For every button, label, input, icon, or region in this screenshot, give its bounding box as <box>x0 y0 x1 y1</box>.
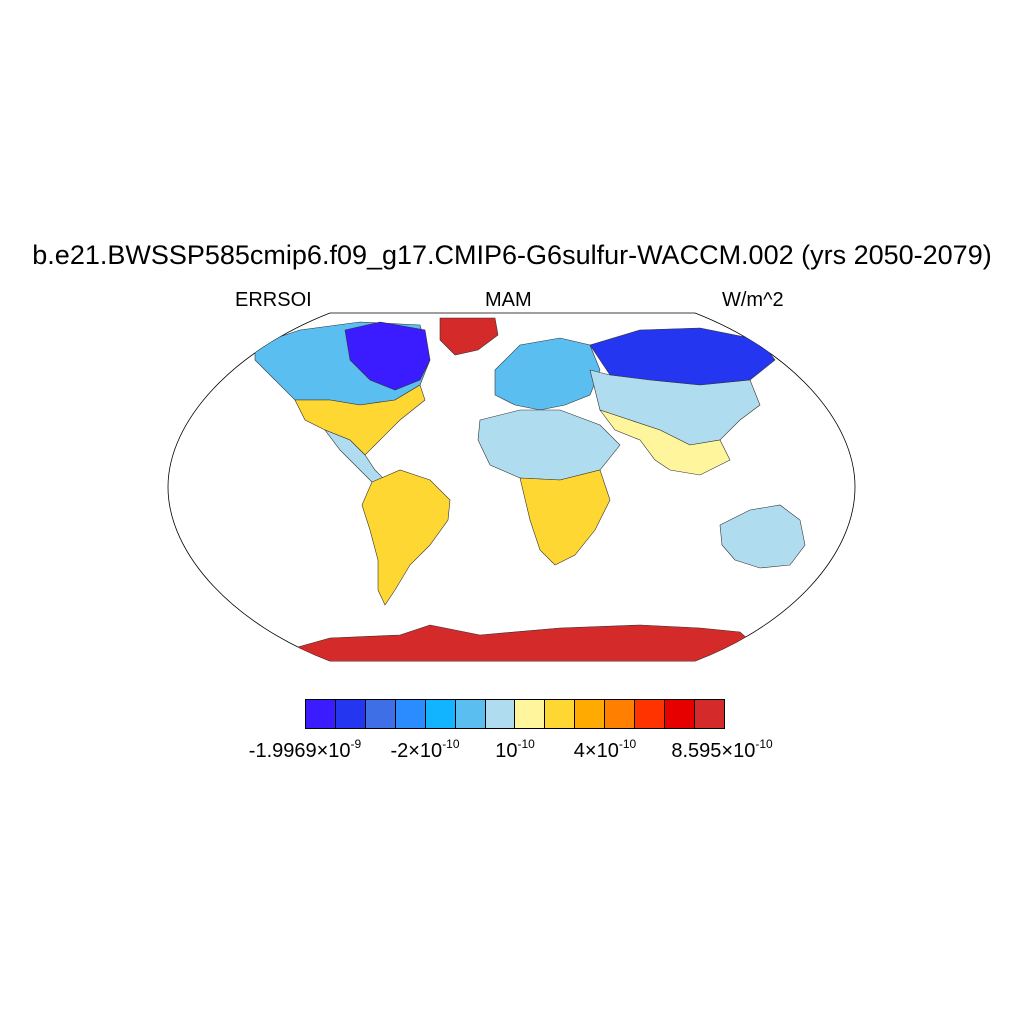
region-africa-south <box>519 469 611 566</box>
colorbar-box <box>694 700 724 728</box>
colorbar <box>305 699 725 729</box>
colorbar-label: -2×10-10 <box>390 737 460 762</box>
region-canada-arctic <box>344 321 431 391</box>
colorbar-box <box>545 700 576 728</box>
region-europe <box>494 337 601 411</box>
colorbar-box <box>335 700 366 728</box>
colorbar-box <box>605 700 636 728</box>
colorbar-box <box>395 700 426 728</box>
region-south-asia <box>599 409 731 476</box>
colorbar-label: 4×10-10 <box>573 737 637 762</box>
colorbar-box <box>515 700 546 728</box>
region-south-america <box>361 469 451 606</box>
colorbar-box <box>485 700 516 728</box>
plot-title: b.e21.BWSSP585cmip6.f09_g17.CMIP6-G6sulf… <box>32 240 992 270</box>
colorbar-label-min: -1.9969×10-9 <box>248 737 362 762</box>
colorbar-label: 10-10 <box>495 737 535 762</box>
region-greenland <box>439 317 499 356</box>
season-label: MAM <box>485 289 532 311</box>
colorbar-box <box>365 700 396 728</box>
colorbar-box <box>425 700 456 728</box>
colorbar-box <box>306 700 336 728</box>
colorbar-box <box>635 700 666 728</box>
variable-label: ERRSOI <box>235 289 312 311</box>
colorbar-label-max: 8.595×10-10 <box>671 737 773 762</box>
colorbar-box <box>455 700 486 728</box>
region-australia <box>719 504 806 569</box>
region-antarctica <box>269 624 761 661</box>
colorbar-box <box>575 700 606 728</box>
colorbar-box <box>665 700 695 728</box>
units-label: W/m^2 <box>722 289 784 311</box>
